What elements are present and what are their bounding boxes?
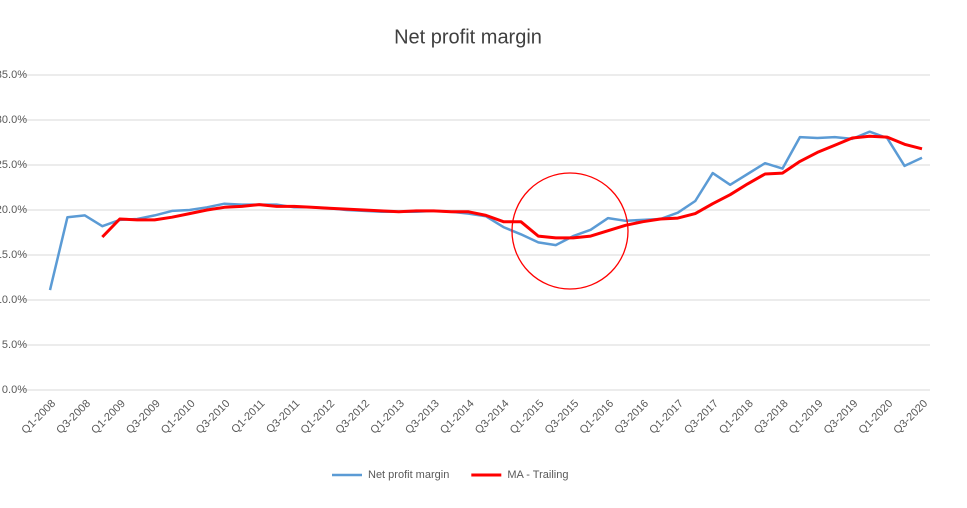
legend-label: MA - Trailing [507, 469, 568, 481]
y-tick-label: 20.0% [0, 204, 27, 216]
y-tick-label: 0.0% [2, 384, 27, 396]
chart-title: Net profit margin [394, 26, 542, 48]
y-tick-label: 5.0% [2, 339, 27, 351]
highlight-circle [511, 172, 629, 290]
y-tick-label: 35.0% [0, 69, 27, 81]
legend-label: Net profit margin [368, 469, 449, 481]
y-tick-label: 10.0% [0, 294, 27, 306]
y-tick-label: 15.0% [0, 249, 27, 261]
y-tick-label: 25.0% [0, 159, 27, 171]
y-tick-label: 30.0% [0, 114, 27, 126]
